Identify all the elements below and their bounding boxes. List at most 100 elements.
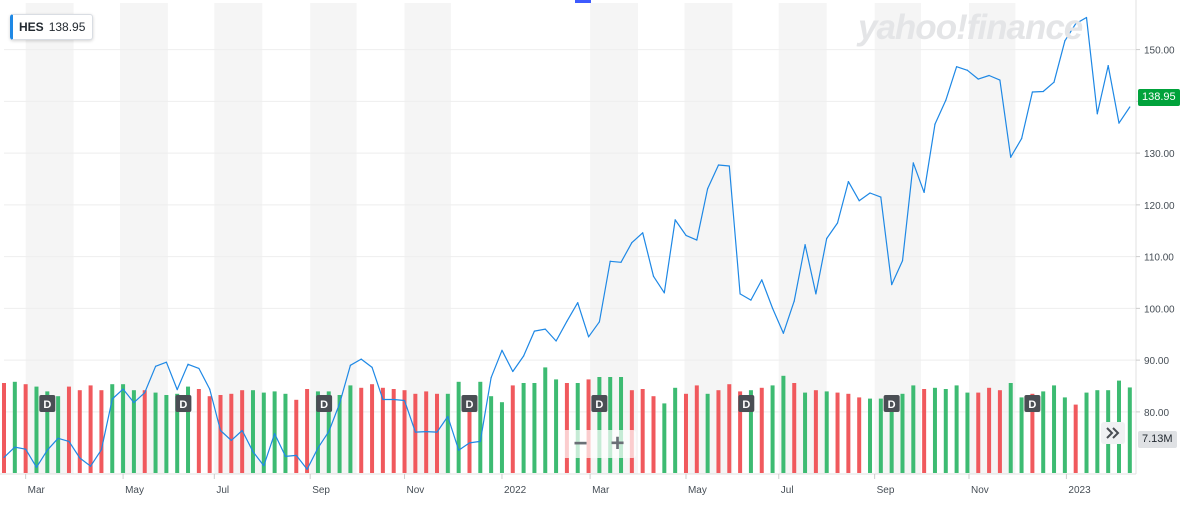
dividend-marker-label: D <box>320 399 328 411</box>
volume-bar <box>348 385 353 473</box>
price-point <box>176 389 178 391</box>
volume-bar <box>1052 385 1057 473</box>
price-point <box>631 242 633 244</box>
volume-bar <box>315 391 320 473</box>
price-point <box>447 415 449 418</box>
grid-lines <box>4 49 1136 413</box>
volume-bar <box>619 377 624 473</box>
price-point <box>241 429 243 432</box>
dividend-marker-box <box>883 395 900 412</box>
volume-bar <box>370 384 375 473</box>
volume-bar <box>640 389 645 473</box>
dividend-marker[interactable]: D <box>39 395 56 412</box>
volume-bar <box>1030 393 1035 473</box>
month-band <box>778 3 827 474</box>
volume-bar <box>911 385 916 473</box>
price-point <box>371 366 373 368</box>
volume-bar <box>987 387 992 473</box>
volume-bar <box>900 393 905 473</box>
price-point <box>25 448 27 450</box>
volume-bar <box>12 381 17 473</box>
volume-bar <box>932 387 937 473</box>
price-point <box>1118 122 1120 124</box>
volume-bar <box>824 391 829 473</box>
volume-bar <box>803 392 808 473</box>
volume-bar <box>738 391 743 473</box>
volume-bar <box>45 391 50 473</box>
volume-bar <box>1062 397 1067 473</box>
price-point <box>966 69 969 71</box>
price-point <box>111 398 113 400</box>
volume-bar <box>272 391 277 473</box>
volume-bar <box>554 379 559 473</box>
dividend-marker-box <box>591 395 608 412</box>
volume-bar <box>56 396 61 473</box>
current-volume-tag: 7.13M <box>1138 431 1177 448</box>
zoom-controls: − + <box>562 430 636 458</box>
price-point <box>642 232 644 234</box>
volume-bar <box>586 379 591 473</box>
top-range-marker <box>575 0 591 3</box>
price-point <box>956 66 958 68</box>
ticker-badge[interactable]: HES 138.95 <box>10 14 94 40</box>
price-point <box>836 222 839 224</box>
price-point <box>490 377 492 379</box>
x-axis: Mar May Jul Sep Nov 2022 Mar May Jul Sep Nov 2023 <box>0 473 1136 496</box>
volume-bar <box>88 385 93 473</box>
volume-bar <box>1019 397 1024 473</box>
volume-bar <box>478 381 483 473</box>
volume-bar <box>1073 404 1078 473</box>
volume-bar <box>23 384 28 473</box>
volume-bar <box>77 390 82 473</box>
dividend-marker[interactable]: D <box>738 395 755 412</box>
price-point <box>566 320 568 322</box>
y-tick-label: 90.00 <box>1144 356 1169 367</box>
price-point <box>100 449 103 451</box>
volume-bar <box>337 395 342 473</box>
y-tick-label: 120.00 <box>1144 201 1175 212</box>
volume-bar <box>435 393 440 473</box>
dividend-marker-box <box>39 395 56 412</box>
volume-bar <box>261 392 266 473</box>
dividend-marker[interactable]: D <box>591 395 608 412</box>
dividend-marker-box <box>738 395 755 412</box>
price-point <box>187 363 189 365</box>
volume-bar <box>868 398 873 473</box>
price-point <box>79 457 81 459</box>
volume-bar <box>99 390 104 473</box>
dividend-marker[interactable]: D <box>175 395 192 412</box>
minus-icon[interactable]: − <box>573 430 588 457</box>
price-point <box>90 465 92 467</box>
price-point <box>198 367 200 370</box>
volume-bar <box>727 384 732 473</box>
volume-bar <box>1008 383 1013 473</box>
scroll-forward-button[interactable] <box>1101 422 1125 444</box>
price-point <box>425 430 427 433</box>
price-point <box>988 74 990 77</box>
price-point <box>782 332 785 334</box>
price-point <box>284 455 287 458</box>
price-point <box>1010 156 1012 158</box>
volume-bar <box>1041 391 1046 473</box>
price-point <box>154 365 157 367</box>
dividend-marker[interactable]: D <box>1024 395 1041 412</box>
price-point <box>501 349 503 351</box>
y-tick-label: 100.00 <box>1144 304 1175 315</box>
price-point <box>230 439 232 441</box>
x-tick-label: Nov <box>971 485 989 496</box>
price-point <box>274 433 276 435</box>
dividend-marker[interactable]: D <box>316 395 333 412</box>
dividend-marker-box <box>175 395 192 412</box>
volume-bar <box>489 396 494 473</box>
volume-bar <box>889 403 894 473</box>
dividend-marker[interactable]: D <box>461 395 478 412</box>
price-point <box>728 165 730 167</box>
plus-icon[interactable]: + <box>610 430 625 457</box>
volume-bar <box>175 393 180 473</box>
price-point <box>263 465 265 467</box>
dividend-marker[interactable]: D <box>883 395 900 412</box>
price-point <box>847 180 849 183</box>
price-point <box>382 398 384 401</box>
price-point <box>458 449 460 451</box>
